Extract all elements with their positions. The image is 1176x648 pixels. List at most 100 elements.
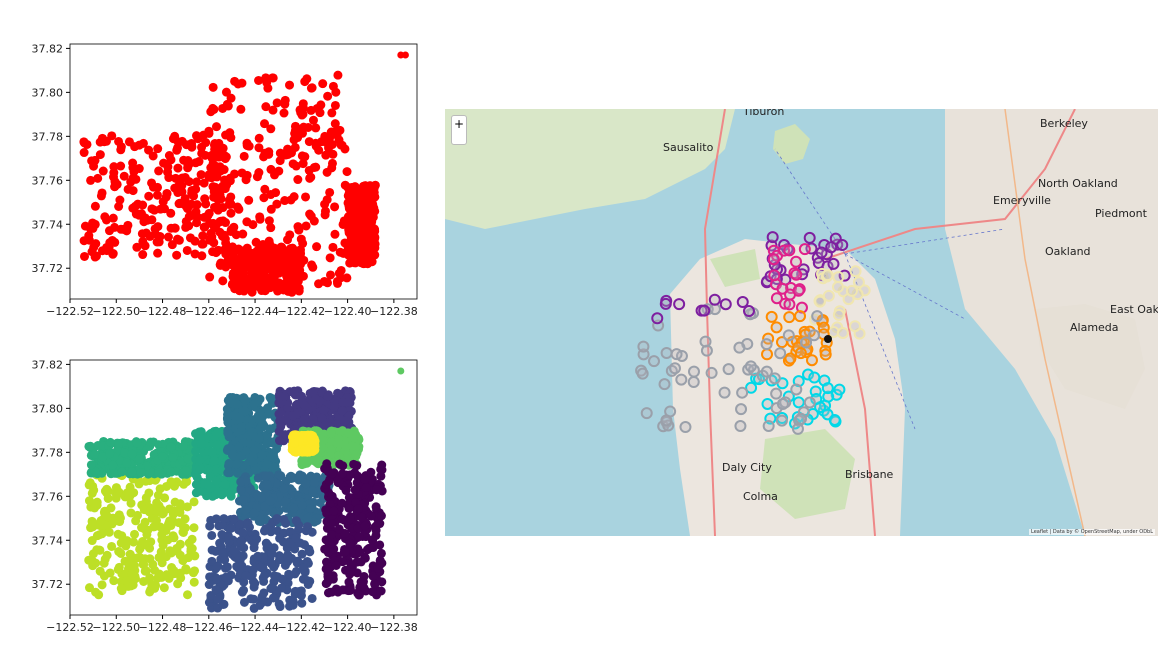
map-marker[interactable] <box>648 355 661 368</box>
map-marker[interactable] <box>800 336 813 349</box>
map-marker[interactable] <box>658 378 671 391</box>
map-marker[interactable] <box>718 386 731 399</box>
map-tiles[interactable]: Tiburon Berkeley Sausalito Emeryville Piedmo… <box>445 109 1158 536</box>
map-marker[interactable] <box>708 293 721 306</box>
map-marker[interactable] <box>699 335 712 348</box>
leaflet-map[interactable]: Tiburon Berkeley Sausalito Emeryville Piedmo… <box>445 109 1158 536</box>
map-marker[interactable] <box>636 367 649 380</box>
map-marker[interactable] <box>765 310 778 323</box>
map-marker[interactable] <box>776 282 789 295</box>
map-marker[interactable] <box>782 329 795 342</box>
map-marker[interactable] <box>819 348 832 361</box>
map-marker[interactable] <box>782 390 795 403</box>
map-marker[interactable] <box>836 326 849 339</box>
map-marker[interactable] <box>767 253 780 266</box>
map-marker[interactable] <box>832 308 845 321</box>
map-marker[interactable] <box>745 381 758 394</box>
map-marker[interactable] <box>849 320 862 333</box>
map-marker[interactable] <box>776 398 789 411</box>
map-marker[interactable] <box>766 231 779 244</box>
map-marker[interactable] <box>687 376 700 389</box>
map-marker[interactable] <box>794 310 807 323</box>
map-marker[interactable] <box>798 243 811 256</box>
map-marker[interactable] <box>802 368 815 381</box>
map-marker[interactable] <box>849 265 862 278</box>
data-point <box>299 540 309 550</box>
map-marker[interactable] <box>637 340 650 353</box>
map-marker[interactable] <box>805 354 818 367</box>
map-marker[interactable] <box>651 312 664 325</box>
map-marker[interactable] <box>803 396 816 409</box>
map-attribution[interactable]: Leaflet | Data by © OpenStreetMap, under… <box>1029 529 1155 535</box>
map-marker[interactable] <box>824 335 832 343</box>
map-marker[interactable] <box>768 269 781 282</box>
map-marker[interactable] <box>705 366 718 379</box>
map-marker[interactable] <box>821 408 834 421</box>
map-marker[interactable] <box>790 255 803 268</box>
map-marker[interactable] <box>792 396 805 409</box>
map-marker[interactable] <box>774 347 787 360</box>
map-marker[interactable] <box>803 231 816 244</box>
map-marker[interactable] <box>783 311 796 324</box>
map-marker[interactable] <box>815 246 828 259</box>
map-marker[interactable] <box>775 336 788 349</box>
map-marker[interactable] <box>770 387 783 400</box>
map-marker[interactable] <box>852 276 865 289</box>
map-marker[interactable] <box>783 244 796 257</box>
map-marker[interactable] <box>679 421 692 434</box>
map-marker[interactable] <box>790 383 803 396</box>
map-marker[interactable] <box>833 383 846 396</box>
map-marker[interactable] <box>762 420 775 433</box>
map-marker[interactable] <box>768 372 781 385</box>
map-marker[interactable] <box>790 268 803 281</box>
map-marker[interactable] <box>760 365 773 378</box>
map-marker[interactable] <box>660 414 673 427</box>
map-marker[interactable] <box>735 403 748 416</box>
map-marker[interactable] <box>719 298 732 311</box>
map-marker[interactable] <box>825 241 838 254</box>
map-marker[interactable] <box>795 412 808 425</box>
map-marker[interactable] <box>770 321 783 334</box>
map-marker[interactable] <box>736 386 749 399</box>
map-marker[interactable] <box>744 360 757 373</box>
map-marker[interactable] <box>822 390 835 403</box>
map-marker[interactable] <box>784 352 797 365</box>
map-marker[interactable] <box>808 329 821 342</box>
map-marker[interactable] <box>794 347 807 360</box>
map-marker[interactable] <box>791 422 804 435</box>
map-marker[interactable] <box>836 239 849 252</box>
map-marker[interactable] <box>832 271 845 284</box>
map-marker[interactable] <box>761 348 774 361</box>
map-marker[interactable] <box>822 289 835 302</box>
zoom-in-button[interactable]: + <box>451 115 467 145</box>
map-marker[interactable] <box>675 373 688 386</box>
map-marker[interactable] <box>821 382 834 395</box>
map-marker[interactable] <box>668 362 681 375</box>
map-marker[interactable] <box>698 304 711 317</box>
map-marker[interactable] <box>827 257 840 270</box>
map-marker[interactable] <box>831 281 844 294</box>
map-marker[interactable] <box>660 346 673 359</box>
map-marker[interactable] <box>742 305 755 318</box>
data-point <box>105 437 115 447</box>
map-marker[interactable] <box>733 341 746 354</box>
map-marker[interactable] <box>814 295 827 308</box>
map-marker[interactable] <box>845 284 858 297</box>
map-marker[interactable] <box>734 420 747 433</box>
map-marker[interactable] <box>722 363 735 376</box>
map-marker[interactable] <box>670 348 683 361</box>
map-marker[interactable] <box>792 284 805 297</box>
map-marker[interactable] <box>811 310 824 323</box>
map-marker[interactable] <box>640 407 653 420</box>
map-marker[interactable] <box>659 297 672 310</box>
map-marker[interactable] <box>770 292 783 305</box>
map-marker[interactable] <box>821 269 834 282</box>
map-marker[interactable] <box>775 414 788 427</box>
map-marker[interactable] <box>808 371 821 384</box>
map-marker[interactable] <box>736 296 749 309</box>
map-marker[interactable] <box>673 298 686 311</box>
map-marker[interactable] <box>687 365 700 378</box>
map-markers[interactable] <box>635 231 871 435</box>
map-marker[interactable] <box>760 338 773 351</box>
map-marker[interactable] <box>783 298 796 311</box>
